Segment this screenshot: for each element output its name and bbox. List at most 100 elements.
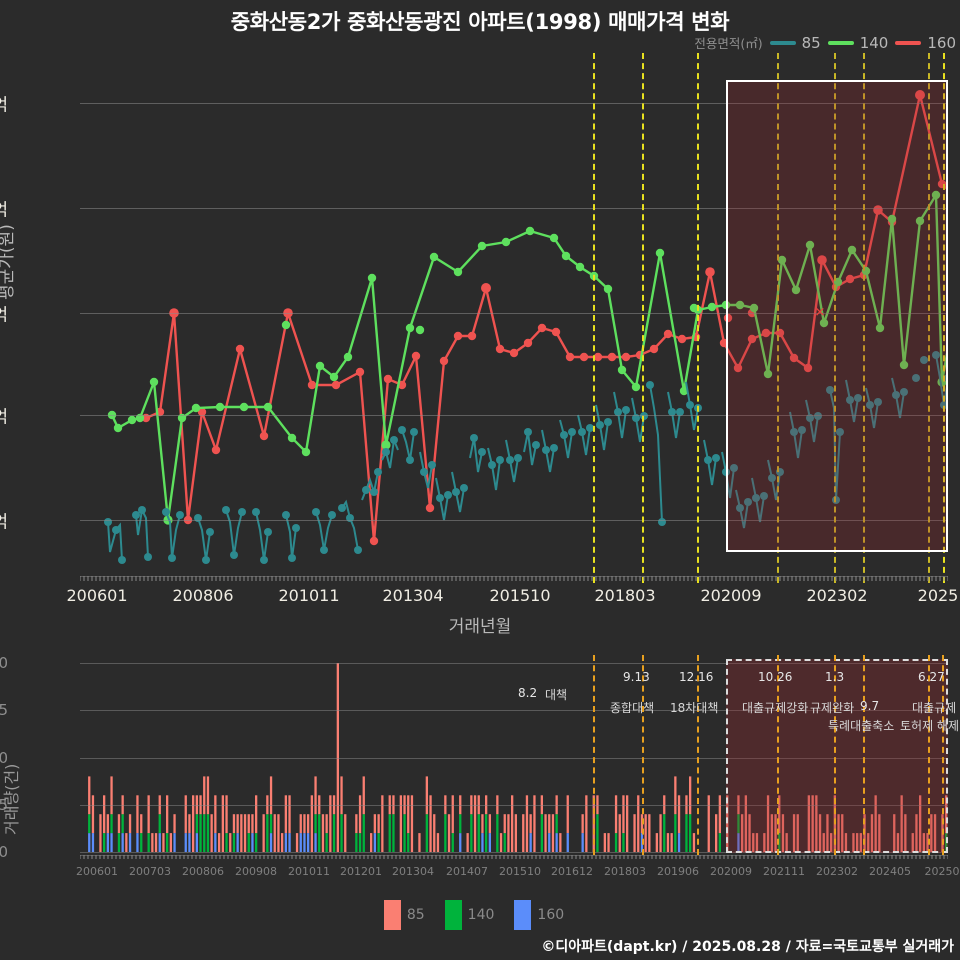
annotation-label-1-3: 규제완화 [810,701,855,715]
price-ytick-2_5: 2.5억 [0,200,8,221]
vol-xtick-0: 200601 [76,865,118,878]
volume-chart-legend: 85 140 160 [0,900,960,930]
annotation-label-toheoje: 토허제 해제 [900,719,960,733]
vol-legend-item-140[interactable]: 140 [444,900,494,930]
annotation-label-12-16: 18차대책 [670,701,719,715]
price-xtick-5: 201803 [594,586,656,605]
footer-credit: ©디아파트(dapt.kr) / 2025.08.28 / 자료=국토교통부 실… [541,939,954,955]
price-xtick-8: 2025 [917,586,959,605]
policy-line-8-2 [593,53,595,583]
vol-policy-line-12-16 [697,655,699,855]
legend-label-85: 85 [801,33,821,52]
annotation-label-6-27: 대출규제 [912,701,957,715]
vol-policy-line-10-26 [777,655,779,855]
vol-legend-swatch-160 [514,900,532,930]
vol-xtick-6: 201304 [392,865,434,878]
legend-item-85[interactable]: 85 [769,33,821,52]
gridline-1_5 [80,415,948,416]
price-series-svg [104,90,948,564]
vol-xtick-11: 201906 [657,865,699,878]
gridline-2 [80,313,948,314]
legend-swatch-160 [895,40,922,45]
vol-xtick-5: 201201 [340,865,382,878]
vol-policy-line-6-27 [942,655,944,855]
vol-policy-line-toheoje [928,655,930,855]
price-xtick-6: 202009 [700,586,762,605]
vol-recent-period-highlight [726,659,948,853]
price-chart-plot-area: ✕ [80,53,948,583]
price-x-axis-title: 거래년월 [448,617,512,637]
vol-xtick-2: 200806 [182,865,224,878]
annotation-date-10-26: 10.26 [758,670,793,684]
vol-legend-label-85: 85 [406,907,425,923]
legend-item-140[interactable]: 140 [827,33,889,52]
price-x-axis-ticks [80,576,948,585]
vol-ytick-5: 5.0 [0,749,8,767]
vol-gridline-10 [80,663,948,664]
policy-line-10-26 [777,53,779,583]
annotation-label-10-26: 대출규제강화 [742,701,809,715]
series-85-points [104,351,948,564]
price-ytick-2: 2억 [0,305,8,326]
price-xtick-4: 201510 [489,586,551,605]
vol-xtick-4: 201011 [288,865,330,878]
policy-line-6-27 [943,53,945,583]
vol-legend-swatch-85 [383,900,401,930]
annotation-date-9-7: 9.7 [860,699,880,713]
annotation-date-6-27: 6.27 [918,670,945,684]
vol-gridline-5 [80,758,948,759]
price-xtick-0: 200601 [66,586,128,605]
recent-period-highlight [726,80,948,552]
price-ytick-3: 3억 [0,95,8,116]
vol-xtick-1: 200703 [129,865,171,878]
price-ytick-1_5: 1.5억 [0,407,8,428]
vol-ytick-10: 10.0 [0,654,8,672]
policy-line-1-3 [834,53,836,583]
annotation-date-9-13: 9.13 [623,670,650,684]
legend-swatch-140 [827,40,854,45]
price-outlier-marker: ✕ [814,305,826,321]
series-160-line [145,94,948,542]
vol-xtick-16: 20250 [924,865,960,878]
vol-ytick-0: 0.0 [0,843,8,861]
vol-policy-line-8-2 [593,655,595,855]
price-chart-legend: 전용면적(㎡) 85 140 160 [694,33,956,52]
vol-xtick-9: 201612 [551,865,593,878]
legend-item-160[interactable]: 160 [895,34,956,52]
vol-xtick-14: 202302 [816,865,858,878]
price-xtick-1: 200806 [172,586,234,605]
gridline-1 [80,520,948,521]
vol-gridline-7_5 [80,710,948,711]
policy-line-9-7 [863,53,865,583]
vol-xtick-3: 200908 [235,865,277,878]
policy-line-12-16 [697,53,699,583]
vol-legend-item-160[interactable]: 160 [514,900,564,930]
vol-gridline-0 [80,852,948,853]
vol-legend-label-160: 160 [537,907,565,923]
vol-legend-item-85[interactable]: 85 [383,900,425,930]
legend-label-160: 160 [927,33,956,52]
vol-gridline-2_5 [80,805,948,806]
vol-xtick-7: 201407 [446,865,488,878]
legend-label-140: 140 [859,33,889,52]
annotation-date-12-16: 12.16 [679,670,714,684]
price-ytick-1: 1억 [0,512,8,533]
vol-legend-swatch-140 [444,900,462,930]
annotation-date-1-3: 1.3 [825,670,845,684]
legend-swatch-85 [769,40,796,45]
price-y-axis-title: 평균가(원) [0,224,17,300]
volume-bars-svg [88,663,948,852]
vol-xtick-13: 202111 [763,865,805,878]
vol-policy-line-9-7 [863,655,865,855]
annotation-label-9-7: 특례대출축소 [828,719,895,733]
annotation-label-8-2: 대책 [545,688,568,702]
policy-line-toheoje [928,53,930,583]
vol-ytick-2_5: 2.5 [0,796,8,814]
vol-x-axis-ticks [80,855,948,862]
legend-title: 전용면적(㎡) [694,36,763,51]
vol-xtick-12: 202009 [710,865,752,878]
price-xtick-2: 201011 [278,586,340,605]
price-xtick-3: 201304 [382,586,444,605]
gridline-2_5 [80,208,948,209]
